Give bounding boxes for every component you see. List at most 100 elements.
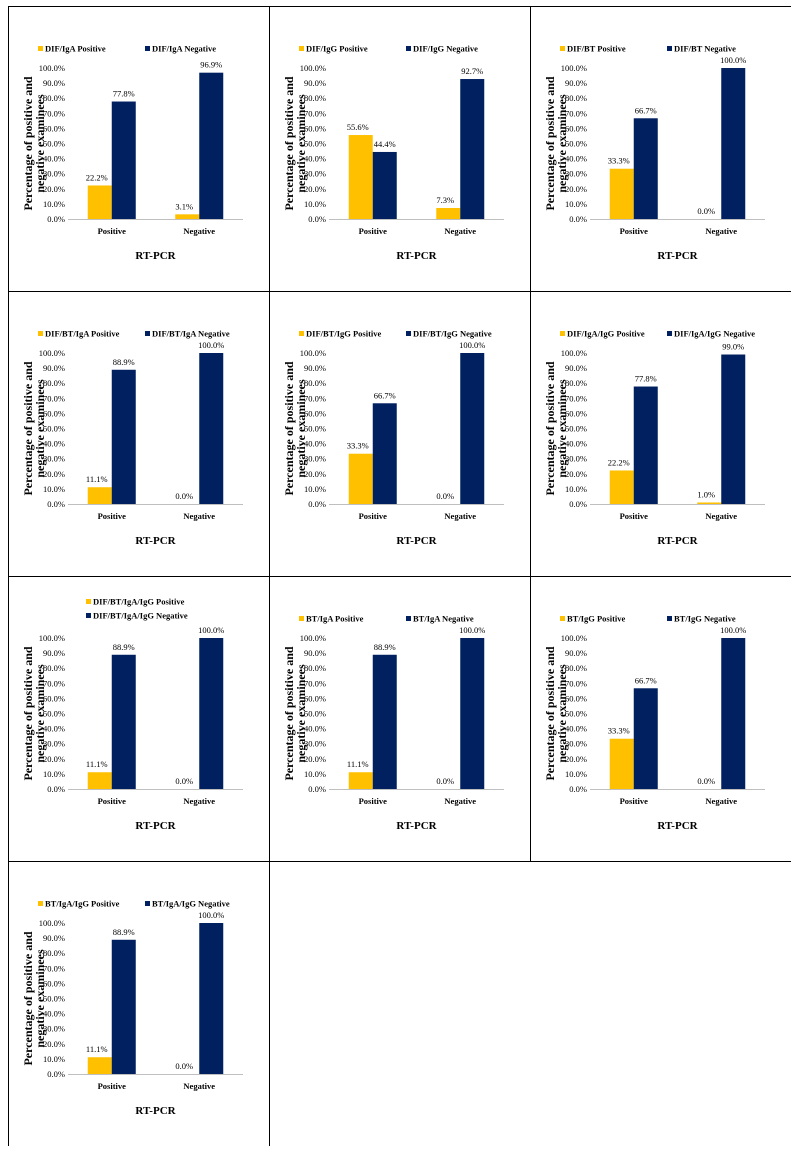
x-category-label: Negative bbox=[183, 796, 215, 806]
x-category-label: Positive bbox=[98, 511, 127, 521]
legend-swatch-positive bbox=[38, 331, 43, 336]
bar-negative bbox=[633, 118, 658, 219]
y-tick-label: 0.0% bbox=[47, 214, 65, 224]
legend-swatch-positive bbox=[299, 46, 304, 51]
legend-swatch-negative bbox=[145, 901, 150, 906]
bar-positive bbox=[609, 470, 634, 504]
y-axis-title-line-1: Percentage of positive and bbox=[543, 646, 557, 780]
y-tick-label: 100.0% bbox=[561, 348, 587, 358]
legend-label-positive: DIF/BT Positive bbox=[567, 44, 626, 54]
y-axis-title-line-2: negative examinees bbox=[294, 379, 308, 478]
bar-negative bbox=[460, 353, 485, 504]
data-label: 11.1% bbox=[86, 474, 108, 484]
y-tick-label: 70.0% bbox=[565, 393, 587, 403]
data-label: 77.8% bbox=[635, 374, 657, 384]
y-tick-label: 70.0% bbox=[43, 963, 65, 973]
x-category-label: Positive bbox=[359, 226, 388, 236]
legend-label-positive: DIF/IgA/IgG Positive bbox=[567, 329, 645, 339]
y-tick-label: 80.0% bbox=[43, 663, 65, 673]
y-tick-label: 0.0% bbox=[47, 499, 65, 509]
legend-swatch-negative bbox=[667, 331, 672, 336]
data-label: 44.4% bbox=[374, 139, 396, 149]
y-axis-title-line-2: negative examinees bbox=[33, 379, 47, 478]
chart-8: BT/IgA Positive BT/IgA Negative 0.0% 10.0% 2… bbox=[282, 614, 504, 832]
data-label: 88.9% bbox=[113, 927, 135, 937]
y-tick-label: 50.0% bbox=[43, 424, 65, 434]
x-axis-title: RT-PCR bbox=[135, 820, 176, 832]
legend-swatch-positive bbox=[38, 901, 43, 906]
data-label: 33.3% bbox=[608, 726, 630, 736]
y-tick-label: 0.0% bbox=[569, 784, 587, 794]
chart-4: DIF/BT/IgA Positive DIF/BT/IgA Negative 0.… bbox=[21, 329, 243, 547]
y-tick-label: 40.0% bbox=[43, 724, 65, 734]
y-tick-label: 0.0% bbox=[47, 1069, 65, 1079]
y-tick-label: 30.0% bbox=[304, 739, 326, 749]
y-tick-label: 20.0% bbox=[565, 469, 587, 479]
legend-swatch-positive bbox=[38, 46, 43, 51]
y-tick-label: 70.0% bbox=[565, 108, 587, 118]
data-label: 1.0% bbox=[697, 489, 715, 499]
x-axis-title: RT-PCR bbox=[135, 1105, 176, 1117]
data-label: 0.0% bbox=[436, 491, 454, 501]
x-axis-title: RT-PCR bbox=[657, 250, 698, 262]
y-tick-label: 30.0% bbox=[304, 169, 326, 179]
data-label: 66.7% bbox=[635, 675, 657, 685]
x-category-label: Positive bbox=[359, 796, 388, 806]
data-label: 100.0% bbox=[720, 625, 746, 635]
bar-negative bbox=[111, 939, 136, 1074]
y-tick-label: 30.0% bbox=[43, 169, 65, 179]
y-tick-label: 10.0% bbox=[565, 199, 587, 209]
x-category-label: Negative bbox=[444, 511, 476, 521]
bar-negative bbox=[633, 688, 658, 789]
x-category-label: Positive bbox=[359, 511, 388, 521]
x-category-label: Negative bbox=[444, 226, 476, 236]
legend-swatch-negative bbox=[86, 613, 91, 618]
y-tick-label: 20.0% bbox=[304, 469, 326, 479]
y-tick-label: 50.0% bbox=[304, 709, 326, 719]
y-tick-label: 100.0% bbox=[39, 918, 65, 928]
legend-label-positive: DIF/BT/IgA Positive bbox=[45, 329, 120, 339]
bar-positive bbox=[348, 135, 373, 219]
y-tick-label: 50.0% bbox=[43, 709, 65, 719]
y-tick-label: 50.0% bbox=[565, 709, 587, 719]
y-tick-label: 60.0% bbox=[43, 693, 65, 703]
y-tick-label: 100.0% bbox=[39, 633, 65, 643]
y-tick-label: 100.0% bbox=[561, 633, 587, 643]
bar-negative bbox=[372, 654, 397, 789]
legend-swatch-negative bbox=[145, 331, 150, 336]
data-label: 77.8% bbox=[113, 89, 135, 99]
y-tick-label: 60.0% bbox=[304, 408, 326, 418]
bar-positive bbox=[87, 772, 112, 789]
y-tick-label: 70.0% bbox=[43, 393, 65, 403]
y-tick-label: 90.0% bbox=[43, 648, 65, 658]
legend-swatch-negative bbox=[667, 46, 672, 51]
bar-negative bbox=[721, 638, 746, 789]
y-tick-label: 40.0% bbox=[43, 1009, 65, 1019]
y-tick-label: 70.0% bbox=[304, 393, 326, 403]
chart-6: DIF/IgA/IgG Positive DIF/IgA/IgG Negative… bbox=[543, 329, 765, 547]
y-tick-label: 100.0% bbox=[300, 348, 326, 358]
legend-label-negative: DIF/BT/IgG Negative bbox=[413, 329, 492, 339]
legend-label-positive: DIF/BT/IgA/IgG Positive bbox=[93, 597, 185, 607]
y-tick-label: 90.0% bbox=[304, 363, 326, 373]
bar-negative bbox=[199, 72, 224, 219]
legend-swatch-positive bbox=[560, 331, 565, 336]
bar-positive bbox=[87, 1057, 112, 1074]
y-axis-title-line-1: Percentage of positive and bbox=[543, 361, 557, 495]
legend-label-negative: DIF/BT Negative bbox=[674, 44, 736, 54]
x-category-label: Positive bbox=[620, 796, 649, 806]
y-tick-label: 60.0% bbox=[565, 693, 587, 703]
legend-label-positive: BT/IgG Positive bbox=[567, 614, 626, 624]
data-label: 66.7% bbox=[374, 390, 396, 400]
y-tick-label: 80.0% bbox=[43, 948, 65, 958]
y-tick-label: 40.0% bbox=[43, 439, 65, 449]
data-label: 99.0% bbox=[722, 342, 744, 352]
y-tick-label: 0.0% bbox=[569, 214, 587, 224]
y-axis-title-line-1: Percentage of positive and bbox=[21, 361, 35, 495]
y-axis-title-line-1: Percentage of positive and bbox=[282, 76, 296, 210]
legend-label-positive: DIF/BT/IgG Positive bbox=[306, 329, 382, 339]
data-label: 0.0% bbox=[697, 776, 715, 786]
y-tick-label: 80.0% bbox=[565, 663, 587, 673]
y-tick-label: 30.0% bbox=[565, 169, 587, 179]
legend-swatch-positive bbox=[560, 46, 565, 51]
